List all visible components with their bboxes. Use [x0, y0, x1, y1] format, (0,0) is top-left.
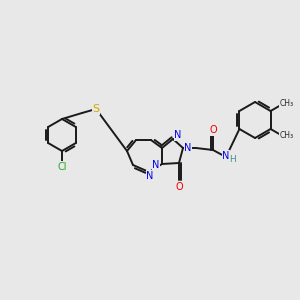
Text: N: N	[146, 171, 154, 181]
Text: CH₃: CH₃	[280, 130, 294, 140]
Text: N: N	[222, 151, 230, 161]
Text: CH₃: CH₃	[280, 98, 294, 107]
Text: S: S	[92, 104, 100, 114]
Text: H: H	[230, 155, 236, 164]
Text: N: N	[174, 130, 182, 140]
Text: N: N	[152, 160, 160, 170]
Text: Cl: Cl	[57, 162, 67, 172]
Text: O: O	[209, 125, 217, 135]
Text: O: O	[175, 182, 183, 192]
Text: N: N	[184, 143, 192, 153]
